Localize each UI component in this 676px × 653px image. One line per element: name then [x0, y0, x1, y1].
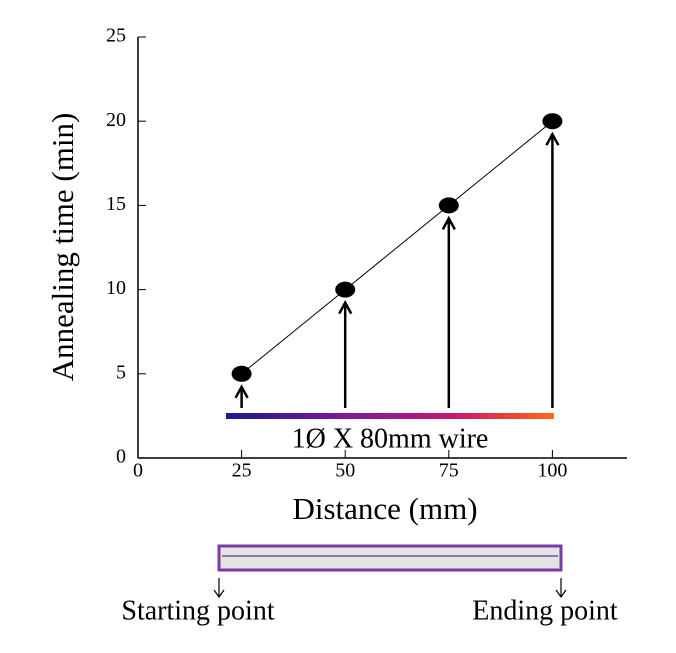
x-tick-label: 50 [335, 460, 355, 482]
y-tick-label: 5 [116, 361, 126, 383]
y-axis-label: Annealing time (min) [45, 113, 80, 382]
arrow [234, 384, 249, 408]
arrow [545, 131, 560, 408]
marker [335, 281, 356, 298]
arrow [338, 299, 353, 408]
y-tick-label: 20 [106, 109, 126, 131]
series-line [241, 120, 553, 375]
point-arrows [213, 578, 567, 599]
wire-bar [226, 413, 554, 419]
x-tick-label: 100 [537, 460, 567, 482]
x-axis-label: Distance (mm) [292, 491, 477, 526]
wire-photo [217, 544, 563, 572]
x-tick-label: 25 [232, 460, 252, 482]
y-tick-label: 10 [106, 277, 126, 299]
end-label: Ending point [472, 595, 618, 626]
start-label: Starting point [121, 595, 274, 626]
marker [542, 113, 563, 130]
arrow [441, 215, 456, 408]
y-tick-label: 25 [106, 25, 126, 47]
marker [231, 365, 252, 382]
x-tick-label: 0 [133, 460, 143, 482]
y-tick-label: 15 [106, 193, 126, 215]
y-tick-label: 0 [116, 446, 126, 468]
wire-label: 1Ø X 80mm wire [292, 423, 489, 454]
x-tick-label: 75 [439, 460, 459, 482]
marker [438, 197, 459, 214]
